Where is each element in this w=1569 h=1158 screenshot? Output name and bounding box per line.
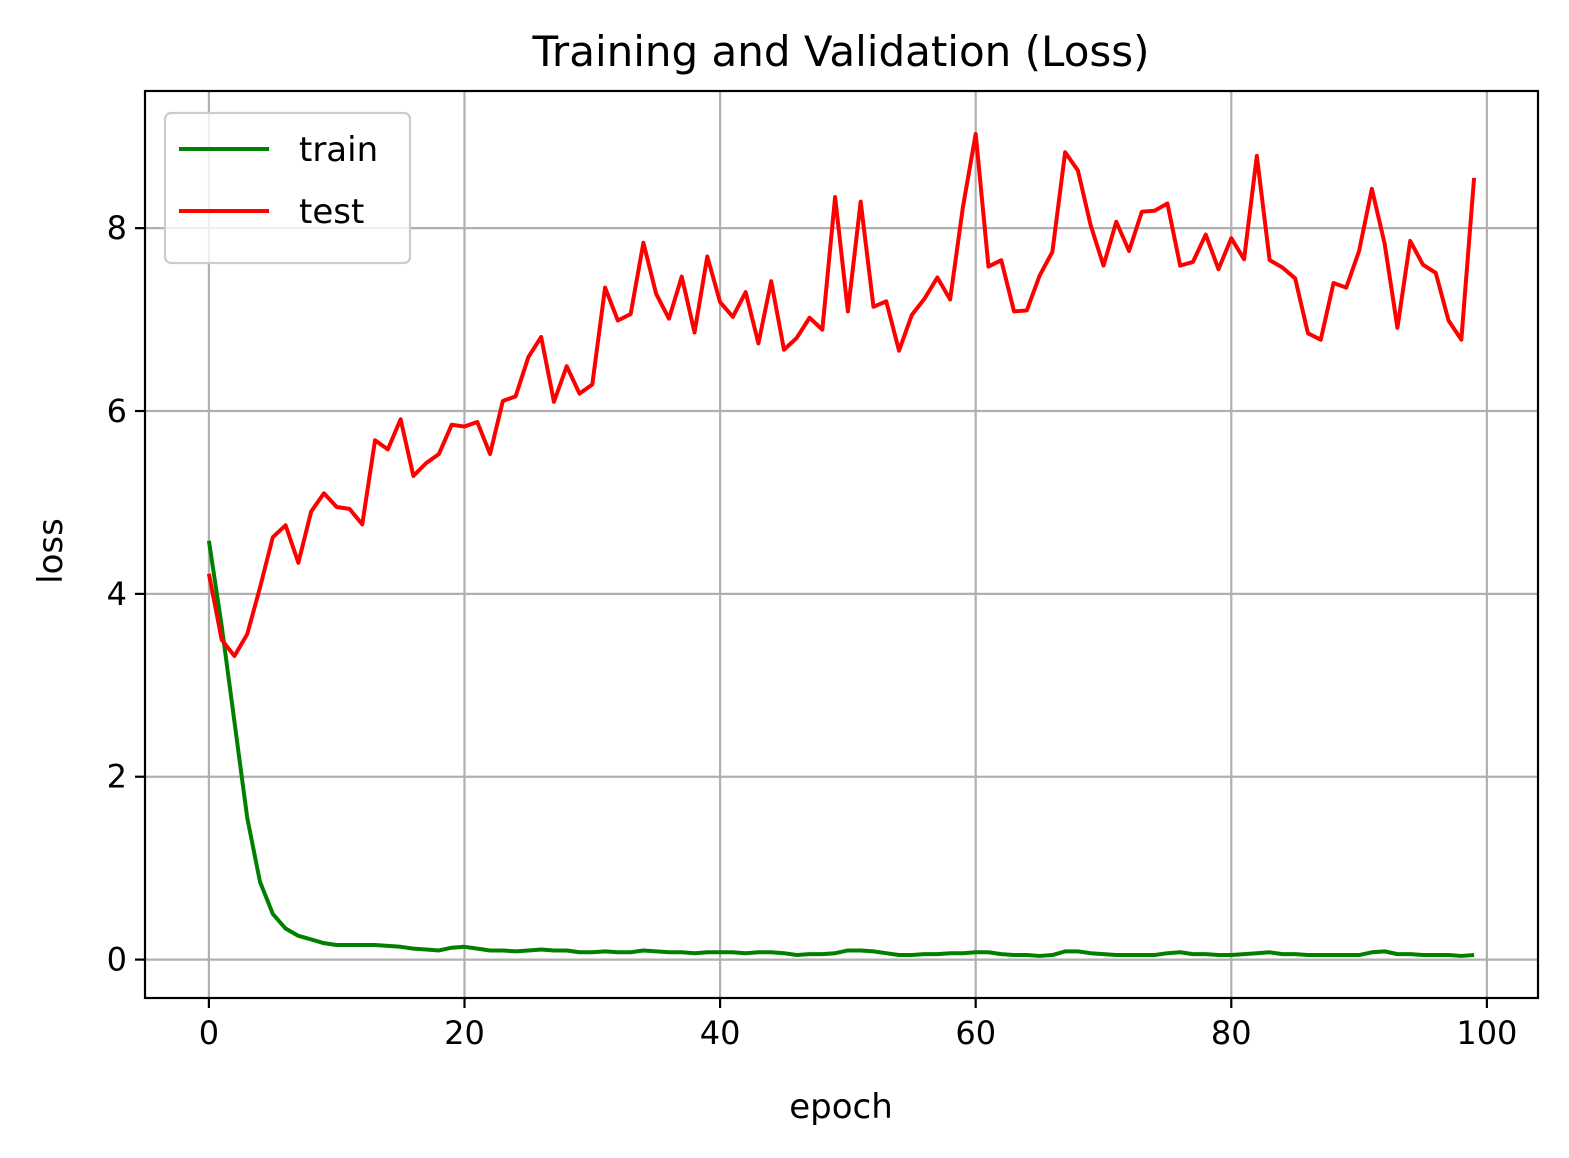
- x-tick-label: 80: [1211, 1014, 1252, 1052]
- axis-ticks: 0 20 40 60 80 100 0 2 4 6 8: [107, 209, 1518, 1052]
- chart-title: Training and Validation (Loss): [531, 27, 1149, 76]
- x-tick-label: 20: [444, 1014, 485, 1052]
- grid: [145, 91, 1538, 998]
- series-line-train: [206, 540, 1475, 958]
- plot-frame: [143, 89, 1540, 1000]
- x-tick-label: 60: [955, 1014, 996, 1052]
- series-lines: [206, 131, 1477, 958]
- legend-label-train: train: [299, 130, 378, 170]
- x-axis-label: epoch: [789, 1087, 893, 1127]
- legend-label-test: test: [299, 192, 364, 232]
- y-tick-label: 2: [107, 758, 127, 796]
- x-tick-label: 100: [1456, 1014, 1517, 1052]
- y-tick-label: 6: [107, 392, 127, 430]
- y-tick-label: 8: [107, 209, 127, 247]
- series-line-test: [206, 131, 1477, 659]
- x-tick-label: 40: [700, 1014, 741, 1052]
- x-tick-label: 0: [199, 1014, 219, 1052]
- y-tick-label: 4: [107, 575, 127, 613]
- y-axis-label: loss: [31, 518, 71, 584]
- y-tick-label: 0: [107, 941, 127, 979]
- legend: train test: [163, 111, 412, 265]
